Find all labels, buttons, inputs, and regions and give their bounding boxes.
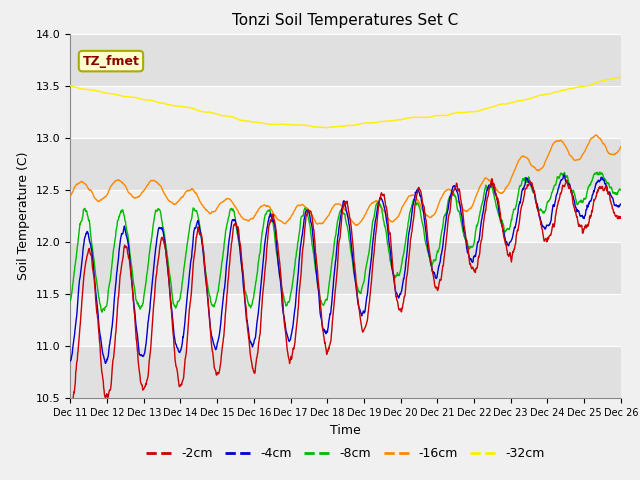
Bar xyxy=(70,190,621,242)
Text: TZ_fmet: TZ_fmet xyxy=(83,55,140,68)
Bar xyxy=(70,34,621,86)
Bar xyxy=(70,294,621,346)
Bar xyxy=(70,138,621,190)
Bar xyxy=(70,242,621,294)
Bar xyxy=(70,346,621,398)
Y-axis label: Soil Temperature (C): Soil Temperature (C) xyxy=(17,152,30,280)
Bar xyxy=(70,86,621,138)
Title: Tonzi Soil Temperatures Set C: Tonzi Soil Temperatures Set C xyxy=(232,13,459,28)
X-axis label: Time: Time xyxy=(330,424,361,437)
Legend: -2cm, -4cm, -8cm, -16cm, -32cm: -2cm, -4cm, -8cm, -16cm, -32cm xyxy=(141,442,550,465)
